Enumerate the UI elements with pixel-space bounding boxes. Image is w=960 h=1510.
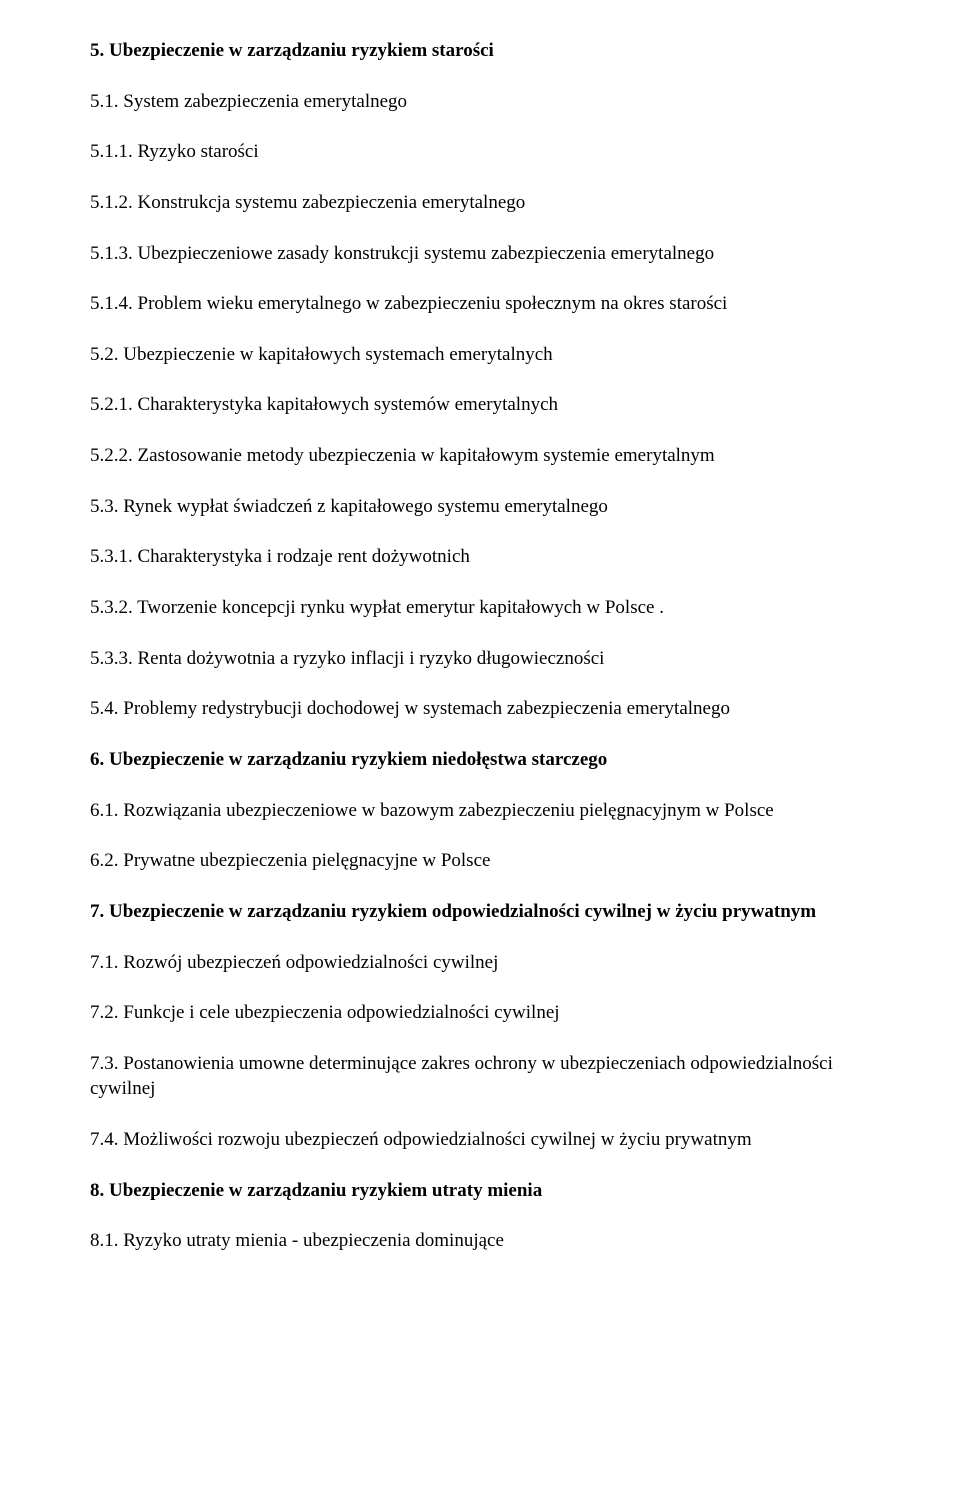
toc-entry: 5.1. System zabezpieczenia emerytalnego (90, 89, 870, 115)
toc-entry: 5.3.3. Renta dożywotnia a ryzyko inflacj… (90, 646, 870, 672)
document-body: 5. Ubezpieczenie w zarządzaniu ryzykiem … (90, 38, 870, 1254)
toc-entry: 5.1.3. Ubezpieczeniowe zasady konstrukcj… (90, 241, 870, 267)
toc-entry: 5.2.2. Zastosowanie metody ubezpieczenia… (90, 443, 870, 469)
toc-entry: 5.3.2. Tworzenie koncepcji rynku wypłat … (90, 595, 870, 621)
toc-entry: 6.2. Prywatne ubezpieczenia pielęgnacyjn… (90, 848, 870, 874)
toc-entry: 5.1.1. Ryzyko starości (90, 139, 870, 165)
toc-entry: 8. Ubezpieczenie w zarządzaniu ryzykiem … (90, 1178, 870, 1204)
toc-entry: 7.3. Postanowienia umowne determinujące … (90, 1051, 870, 1102)
toc-entry: 5.2.1. Charakterystyka kapitałowych syst… (90, 392, 870, 418)
toc-entry: 5.1.4. Problem wieku emerytalnego w zabe… (90, 291, 870, 317)
toc-entry: 5.1.2. Konstrukcja systemu zabezpieczeni… (90, 190, 870, 216)
toc-entry: 8.1. Ryzyko utraty mienia - ubezpieczeni… (90, 1228, 870, 1254)
toc-entry: 7.4. Możliwości rozwoju ubezpieczeń odpo… (90, 1127, 870, 1153)
toc-entry: 6.1. Rozwiązania ubezpieczeniowe w bazow… (90, 798, 870, 824)
toc-entry: 5.3. Rynek wypłat świadczeń z kapitałowe… (90, 494, 870, 520)
toc-entry: 7.2. Funkcje i cele ubezpieczenia odpowi… (90, 1000, 870, 1026)
toc-entry: 5.3.1. Charakterystyka i rodzaje rent do… (90, 544, 870, 570)
toc-entry: 7.1. Rozwój ubezpieczeń odpowiedzialnośc… (90, 950, 870, 976)
toc-entry: 5.4. Problemy redystrybucji dochodowej w… (90, 696, 870, 722)
toc-entry: 7. Ubezpieczenie w zarządzaniu ryzykiem … (90, 899, 870, 925)
toc-entry: 5.2. Ubezpieczenie w kapitałowych system… (90, 342, 870, 368)
toc-entry: 6. Ubezpieczenie w zarządzaniu ryzykiem … (90, 747, 870, 773)
toc-entry: 5. Ubezpieczenie w zarządzaniu ryzykiem … (90, 38, 870, 64)
